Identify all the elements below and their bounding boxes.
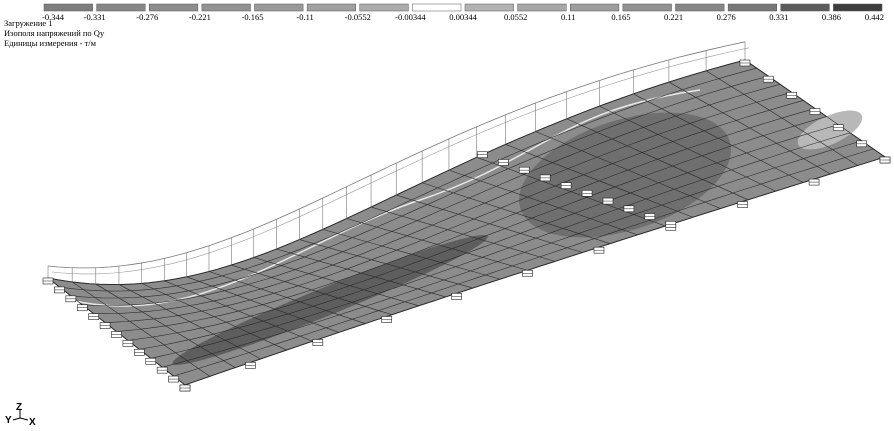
- legend-swatch: [623, 4, 672, 11]
- legend-swatch: [360, 4, 409, 11]
- legend-swatch: [307, 4, 356, 11]
- legend-swatch: [728, 4, 777, 11]
- legend-label: -0.11: [296, 12, 313, 22]
- color-legend: -0.344-0.331-0.276-0.221-0.165-0.11-0.05…: [42, 4, 884, 22]
- legend-label: 0.331: [769, 12, 788, 22]
- legend-label: -0.276: [136, 12, 158, 22]
- axis-line: [20, 418, 28, 420]
- legend-swatch: [202, 4, 251, 11]
- legend-swatch: [412, 4, 461, 11]
- legend-label: 0.276: [717, 12, 736, 22]
- legend-label: 0.0552: [504, 12, 527, 22]
- legend-label: 0.386: [822, 12, 841, 22]
- legend-label: 0.221: [664, 12, 683, 22]
- legend-label: -0.0552: [345, 12, 371, 22]
- legend-label: 0.165: [611, 12, 630, 22]
- legend-label: -0.221: [189, 12, 211, 22]
- legend-swatch: [149, 4, 198, 11]
- legend-label: 0.442: [865, 12, 884, 22]
- legend-swatch: [781, 4, 830, 11]
- legend-swatch: [676, 4, 725, 11]
- legend-swatch: [465, 4, 514, 11]
- legend-label: -0.331: [84, 12, 106, 22]
- model-mesh: [43, 42, 890, 391]
- plate-surface: [48, 60, 885, 385]
- legend-swatch: [44, 4, 93, 11]
- header-line: Изополя напряжений по Qy: [4, 28, 105, 38]
- axis-label: X: [29, 417, 36, 428]
- legend-swatch: [97, 4, 146, 11]
- header-line: Загружение 1: [4, 18, 53, 28]
- header-line: Единицы измерения - т/м: [4, 38, 97, 48]
- axis-line: [13, 418, 20, 420]
- axis-triad: Y Z X: [5, 402, 36, 428]
- axis-label: Y: [5, 415, 12, 426]
- results-view: -0.344-0.331-0.276-0.221-0.165-0.11-0.05…: [0, 0, 894, 431]
- legend-label: -0.165: [242, 12, 264, 22]
- legend-swatch: [255, 4, 304, 11]
- legend-label: -0.00344: [395, 12, 426, 22]
- legend-label: 0.00344: [449, 12, 477, 22]
- legend-swatch: [518, 4, 567, 11]
- legend-swatch: [570, 4, 619, 11]
- legend-label: 0.11: [561, 12, 576, 22]
- legend-swatch: [833, 4, 882, 11]
- axis-label: Z: [16, 402, 22, 413]
